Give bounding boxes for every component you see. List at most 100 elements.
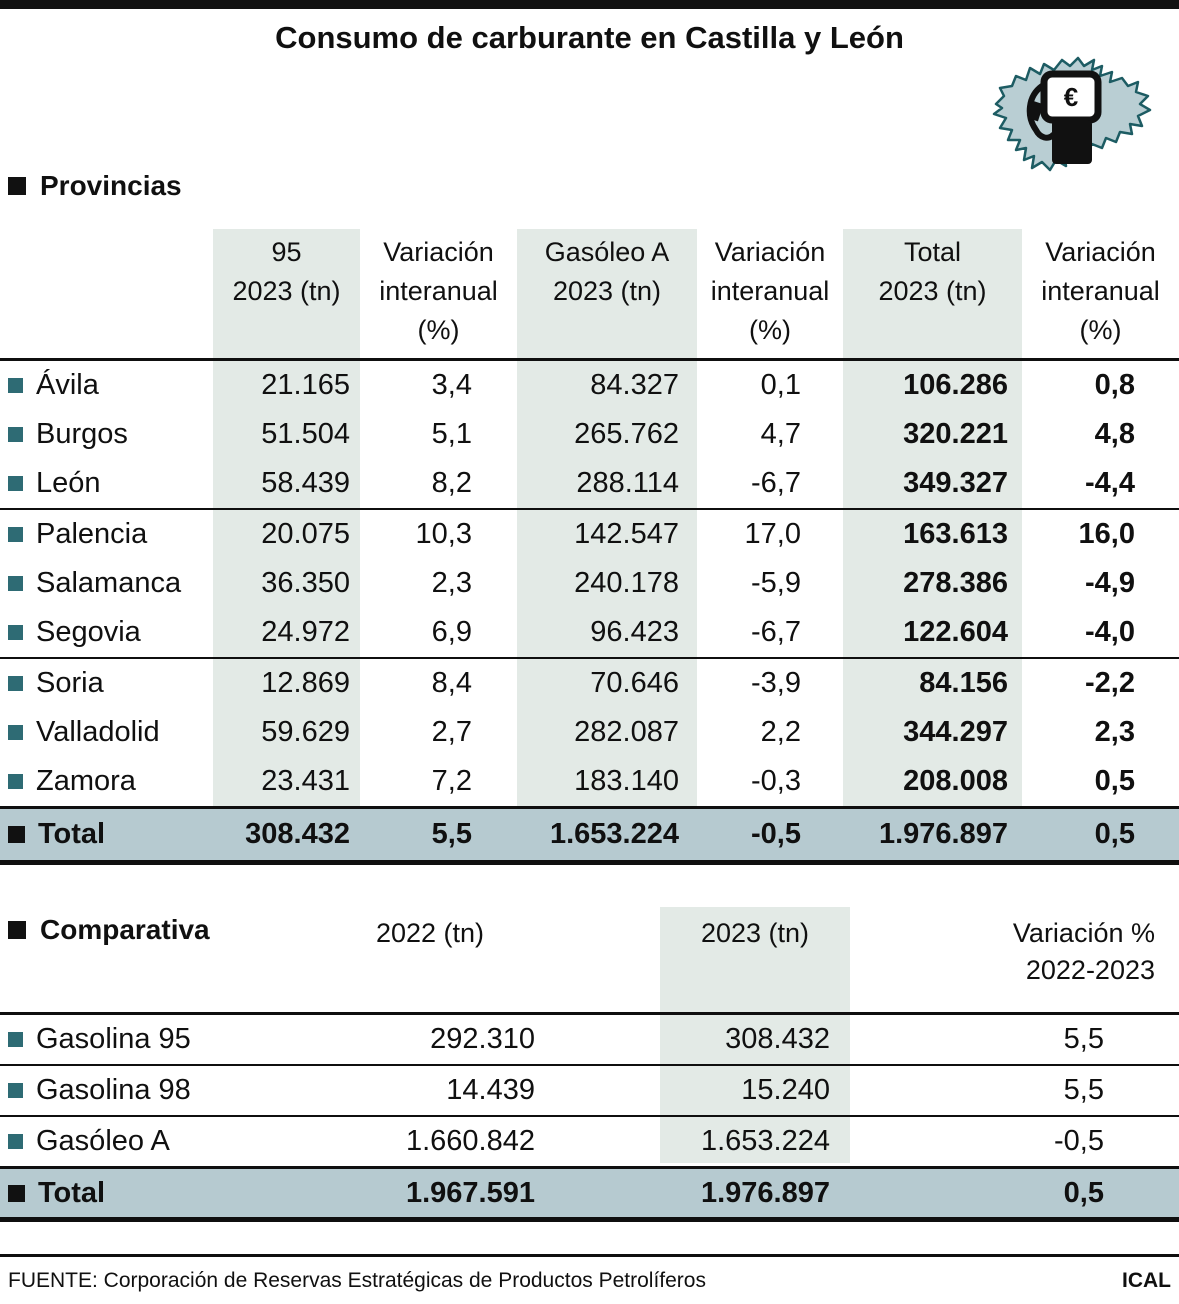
- footer-rule: [0, 1254, 1179, 1257]
- value-var-gasoleo: -5,9: [751, 567, 801, 599]
- total-gasoleo: 1.653.224: [549, 818, 679, 850]
- shade-col-2023: [660, 907, 850, 1163]
- value-95: 51.504: [261, 418, 350, 450]
- value-95: 21.165: [261, 369, 350, 401]
- spacer-cell: [560, 1169, 660, 1217]
- value-gasoleo: 288.114: [576, 467, 679, 499]
- value-95: 12.869: [261, 667, 350, 699]
- comparativa-total-row: Total 1.967.591 1.976.897 0,5: [0, 1166, 1179, 1222]
- value-total: 106.286: [903, 369, 1008, 401]
- value-2023: 308.432: [725, 1023, 830, 1055]
- teal-square-bullet-icon: [8, 378, 23, 393]
- value-var-gasoleo: 0,1: [760, 369, 801, 401]
- teal-square-bullet-icon: [8, 774, 23, 789]
- header-spacer: [560, 907, 660, 915]
- value-var-total: 2,3: [1094, 716, 1135, 748]
- total-var-gasoleo: -0,5: [751, 818, 801, 850]
- value-var-95: 5,1: [431, 418, 472, 450]
- provincias-table: 95 2023 (tn) Variación interanual (%) Ga…: [0, 229, 1179, 865]
- table-row-province: Palencia: [0, 510, 213, 559]
- table-row-fuel: Gasolina 95: [0, 1015, 300, 1064]
- value-var-total: 0,5: [1094, 765, 1135, 797]
- black-square-bullet-icon: [8, 921, 26, 939]
- table-row-province: Ávila: [0, 361, 213, 410]
- value-var-95: 8,4: [431, 667, 472, 699]
- table-row-fuel: Gasóleo A: [0, 1117, 300, 1166]
- value-var-gasoleo: 2,2: [760, 716, 801, 748]
- value-95: 23.431: [261, 765, 350, 797]
- value-total: 84.156: [919, 667, 1008, 699]
- total-label-cell: Total: [0, 1169, 300, 1217]
- value-variacion: 5,5: [1063, 1074, 1104, 1106]
- header-rule: [0, 358, 1179, 361]
- value-2022: 1.660.842: [405, 1125, 535, 1157]
- value-var-total: 16,0: [1078, 518, 1135, 550]
- province-label: Salamanca: [36, 567, 182, 599]
- value-2022: 292.310: [430, 1023, 535, 1055]
- total-label: Total: [38, 818, 106, 850]
- value-var-total: 0,8: [1094, 369, 1135, 401]
- value-gasoleo: 265.762: [574, 418, 679, 450]
- table-row-province: Burgos: [0, 410, 213, 459]
- teal-square-bullet-icon: [8, 1134, 23, 1149]
- teal-square-bullet-icon: [8, 576, 23, 591]
- value-gasoleo: 142.547: [574, 518, 679, 550]
- value-total: 344.297: [903, 716, 1008, 748]
- table-row-province: León: [0, 459, 213, 508]
- col-header-95: 95 2023 (tn): [232, 237, 341, 306]
- teal-square-bullet-icon: [8, 625, 23, 640]
- value-var-total: -4,9: [1085, 567, 1135, 599]
- value-var-95: 7,2: [431, 765, 472, 797]
- value-var-gasoleo: -6,7: [751, 616, 801, 648]
- table-row-province: Zamora: [0, 757, 213, 806]
- teal-square-bullet-icon: [8, 676, 23, 691]
- province-label: Zamora: [36, 765, 136, 797]
- agency-credit: ICAL: [1122, 1269, 1171, 1292]
- value-95: 59.629: [261, 716, 350, 748]
- fuel-label: Gasóleo A: [36, 1125, 170, 1157]
- value-2023: 1.653.224: [700, 1125, 830, 1157]
- shade-col-total: [843, 229, 1022, 806]
- teal-square-bullet-icon: [8, 476, 23, 491]
- col-header-var-total: Variación interanual (%): [1041, 237, 1160, 345]
- row-rule: [0, 1064, 1179, 1066]
- total-label: Total: [38, 1177, 106, 1209]
- fuel-label: Gasolina 95: [36, 1023, 191, 1055]
- value-var-gasoleo: -0,3: [751, 765, 801, 797]
- col-header-var-gasoleo: Variación interanual (%): [710, 237, 830, 345]
- row-rule: [0, 1115, 1179, 1117]
- province-label: León: [36, 467, 101, 499]
- value-2022: 14.439: [446, 1074, 535, 1106]
- value-95: 24.972: [261, 616, 350, 648]
- total-variacion: 0,5: [1063, 1177, 1104, 1209]
- black-square-bullet-icon: [8, 177, 26, 195]
- table-row-province: Soria: [0, 659, 213, 708]
- col-header-gasoleo: Gasóleo A 2023 (tn): [544, 237, 670, 306]
- header-spacer: [0, 229, 213, 358]
- value-var-total: -2,2: [1085, 667, 1135, 699]
- value-2023: 15.240: [741, 1074, 830, 1106]
- value-var-95: 6,9: [431, 616, 472, 648]
- teal-square-bullet-icon: [8, 1083, 23, 1098]
- total-2022: 1.967.591: [405, 1177, 535, 1209]
- comparativa-header: Comparativa 2022 (tn) 2023 (tn) Variació…: [0, 907, 1179, 1012]
- table-row-province: Salamanca: [0, 559, 213, 608]
- value-var-gasoleo: -6,7: [751, 467, 801, 499]
- value-gasoleo: 84.327: [590, 369, 679, 401]
- fuel-pump-handle-icon: [1027, 100, 1044, 122]
- province-label: Valladolid: [36, 716, 160, 748]
- province-label: Soria: [36, 667, 104, 699]
- value-var-95: 2,3: [431, 567, 472, 599]
- table-row-province: Valladolid: [0, 708, 213, 757]
- total-label-cell: Total: [0, 809, 213, 860]
- value-variacion: -0,5: [1054, 1125, 1104, 1157]
- total-95: 308.432: [245, 818, 350, 850]
- total-total: 1.976.897: [878, 818, 1008, 850]
- value-var-95: 10,3: [415, 518, 472, 550]
- spacer-cell: [560, 1066, 660, 1115]
- value-total: 163.613: [903, 518, 1008, 550]
- group-rule: [0, 657, 1179, 659]
- table-row-province: Segovia: [0, 608, 213, 657]
- value-gasoleo: 96.423: [590, 616, 679, 648]
- euro-symbol: €: [1064, 82, 1078, 112]
